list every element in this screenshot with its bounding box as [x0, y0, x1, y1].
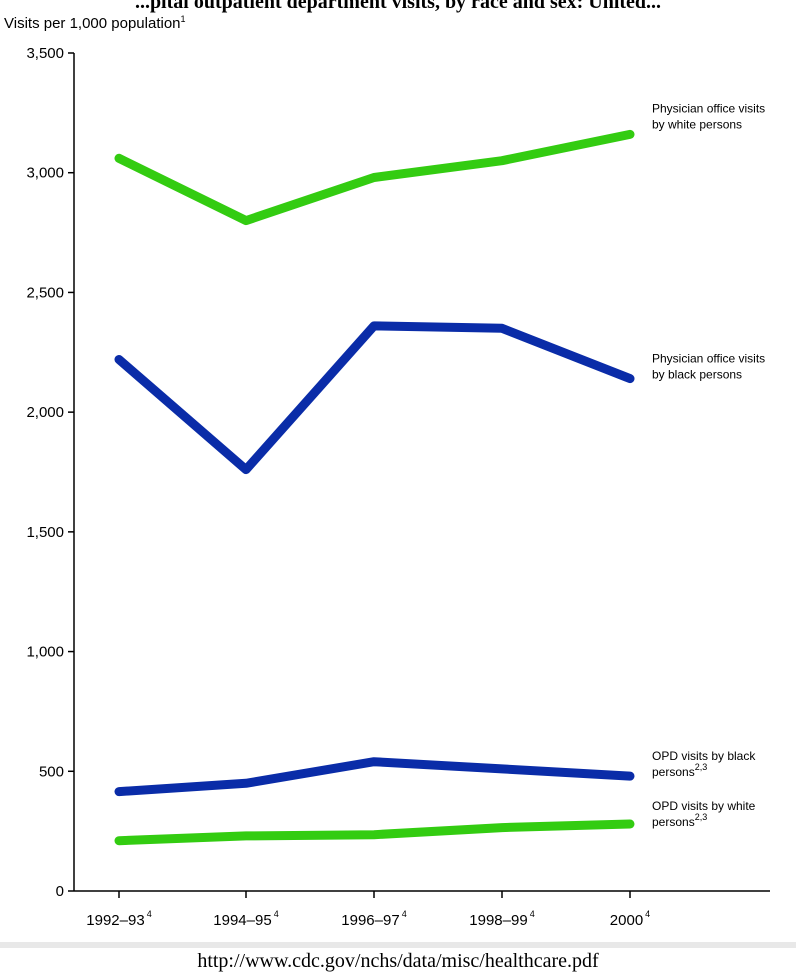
data-point — [629, 377, 631, 380]
data-point — [501, 767, 503, 770]
y-tick-label: 3,500 — [26, 45, 64, 62]
y-axis-title-text: Visits per 1,000 population — [4, 15, 181, 32]
data-point — [373, 833, 375, 836]
x-tick-label: 1996–97 4 — [341, 909, 406, 929]
source-url: http://www.cdc.gov/nchs/data/misc/health… — [197, 950, 599, 972]
series-label-sup: 2,3 — [695, 812, 708, 822]
series-lines — [114, 129, 635, 846]
series-label-line: OPD visits by black — [652, 749, 756, 763]
x-tick-label-sup: 4 — [147, 909, 152, 919]
axes — [73, 53, 770, 892]
series-label-line: persons — [652, 765, 695, 779]
series-line-2 — [114, 321, 635, 475]
x-tick-label-text: 1994–95 — [213, 912, 271, 929]
x-tick-label-sup: 4 — [645, 909, 650, 919]
data-point — [118, 839, 120, 842]
data-point — [629, 133, 631, 136]
x-tick-label: 2000 4 — [610, 909, 650, 929]
series-label-line: by white persons — [652, 117, 742, 131]
series-line-3 — [114, 757, 635, 797]
data-point — [373, 760, 375, 763]
y-tick-label: 500 — [39, 763, 64, 780]
y-tick-label: 0 — [56, 883, 64, 900]
y-tick-label: 1,000 — [26, 644, 64, 661]
series-line-4 — [114, 819, 635, 846]
y-tick-label: 3,000 — [26, 165, 64, 182]
series-label-line: Physician office visits — [652, 101, 765, 115]
x-tick-label-text: 2000 — [610, 912, 643, 929]
y-tick-label: 2,000 — [26, 404, 64, 421]
x-ticks: 1992–93 4 1994–95 4 1996–97 4 1998–99 4 2000 4 — [86, 891, 650, 929]
series-label-line: persons — [652, 815, 695, 829]
data-point — [118, 790, 120, 793]
series-label-1: Physician office visits by white persons — [652, 101, 765, 131]
y-ticks: 0 500 1,000 1,500 2,000 2,500 3,000 3,500 — [26, 45, 74, 900]
data-point — [245, 219, 247, 222]
x-tick-label-sup: 4 — [402, 909, 407, 919]
series-label-line: by black persons — [652, 368, 742, 382]
y-tick-label: 1,500 — [26, 524, 64, 541]
footer-band — [0, 942, 796, 948]
data-point — [501, 826, 503, 829]
data-point — [373, 324, 375, 327]
data-point — [501, 327, 503, 330]
x-tick-label: 1998–99 4 — [469, 909, 534, 929]
series-label-4: OPD visits by white persons2,3 — [652, 799, 756, 829]
x-tick-label-text: 1996–97 — [341, 912, 399, 929]
series-label-line: OPD visits by white — [652, 799, 756, 813]
line-chart: ...pital outpatient department visits, b… — [4, 0, 770, 929]
x-tick-label-sup: 4 — [530, 909, 535, 919]
data-point — [118, 358, 120, 361]
x-tick-label-text: 1992–93 — [86, 912, 144, 929]
x-tick-label: 1994–95 4 — [213, 909, 278, 929]
series-label-3: OPD visits by black persons2,3 — [652, 749, 756, 779]
data-point — [629, 823, 631, 825]
x-tick-label-sup: 4 — [274, 909, 279, 919]
data-point — [245, 782, 247, 785]
data-point — [245, 834, 247, 837]
y-tick-label: 2,500 — [26, 284, 64, 301]
y-axis-title-sup: 1 — [181, 14, 186, 24]
series-label-sup: 2,3 — [695, 762, 708, 772]
data-point — [629, 775, 631, 778]
series-labels: Physician office visits by white personsP… — [652, 101, 765, 829]
x-tick-label: 1992–93 4 — [86, 909, 151, 929]
data-point — [118, 157, 120, 160]
data-point — [501, 159, 503, 162]
x-tick-label-text: 1998–99 — [469, 912, 527, 929]
y-axis-title: Visits per 1,000 population1 — [4, 14, 186, 32]
chart-title: ...pital outpatient department visits, b… — [135, 0, 661, 13]
series-label-line: Physician office visits — [652, 352, 765, 366]
data-point — [245, 468, 247, 471]
data-point — [373, 176, 375, 179]
series-label-2: Physician office visits by black persons — [652, 352, 765, 382]
